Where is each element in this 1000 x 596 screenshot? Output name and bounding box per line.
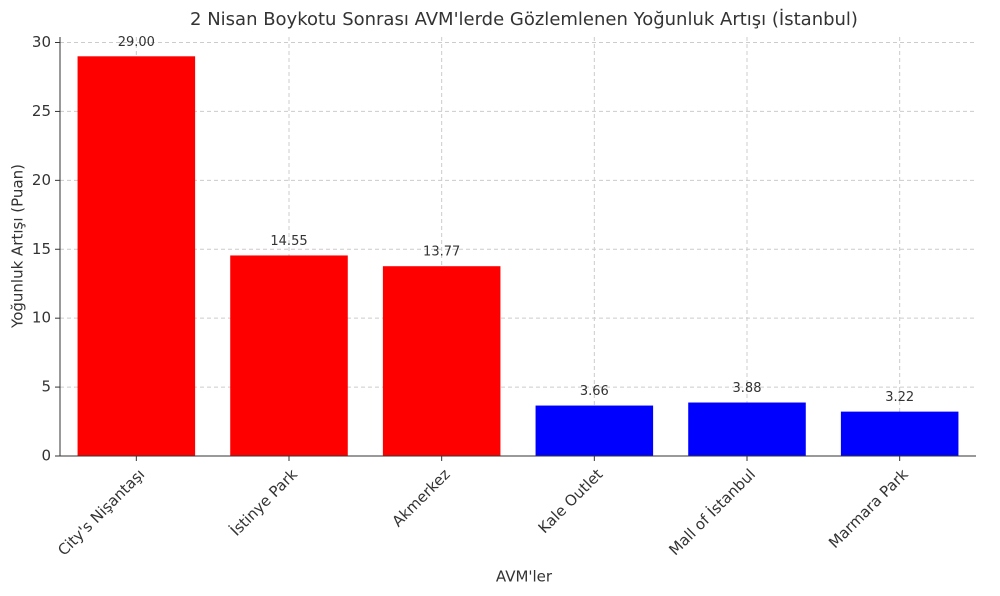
y-tick-label: 15	[32, 240, 51, 258]
chart-title: 2 Nisan Boykotu Sonrası AVM'lerde Gözlem…	[190, 9, 858, 30]
y-tick-label: 0	[41, 447, 51, 465]
bar	[230, 255, 348, 456]
bar	[688, 402, 806, 456]
x-tick-label: İstinye Park	[226, 464, 301, 539]
value-label: 14.55	[270, 234, 307, 249]
value-label: 13.77	[423, 245, 460, 260]
x-tick-label: Kale Outlet	[535, 465, 607, 537]
bar	[77, 56, 196, 456]
value-label: 3.66	[580, 384, 609, 399]
x-tick-label: Akmerkez	[388, 465, 453, 530]
bar	[535, 405, 654, 456]
value-label: 29.00	[118, 35, 155, 50]
value-label: 3.88	[733, 381, 762, 396]
y-tick-label: 5	[41, 378, 51, 396]
x-tick-label: Marmara Park	[825, 465, 912, 552]
y-tick-label: 20	[32, 171, 51, 189]
value-label: 3.22	[885, 390, 914, 405]
x-tick-label: City's Nişantaşı	[54, 465, 148, 559]
bar	[382, 266, 501, 456]
bar	[840, 411, 959, 456]
y-tick-label: 10	[32, 309, 51, 327]
y-axis-label: Yoğunluk Artışı (Puan)	[9, 164, 27, 329]
x-tick-label: Mall of İstanbul	[665, 465, 759, 559]
y-tick-label: 30	[32, 33, 51, 51]
x-axis-label: AVM'ler	[496, 568, 553, 586]
y-tick-label: 25	[32, 102, 51, 120]
